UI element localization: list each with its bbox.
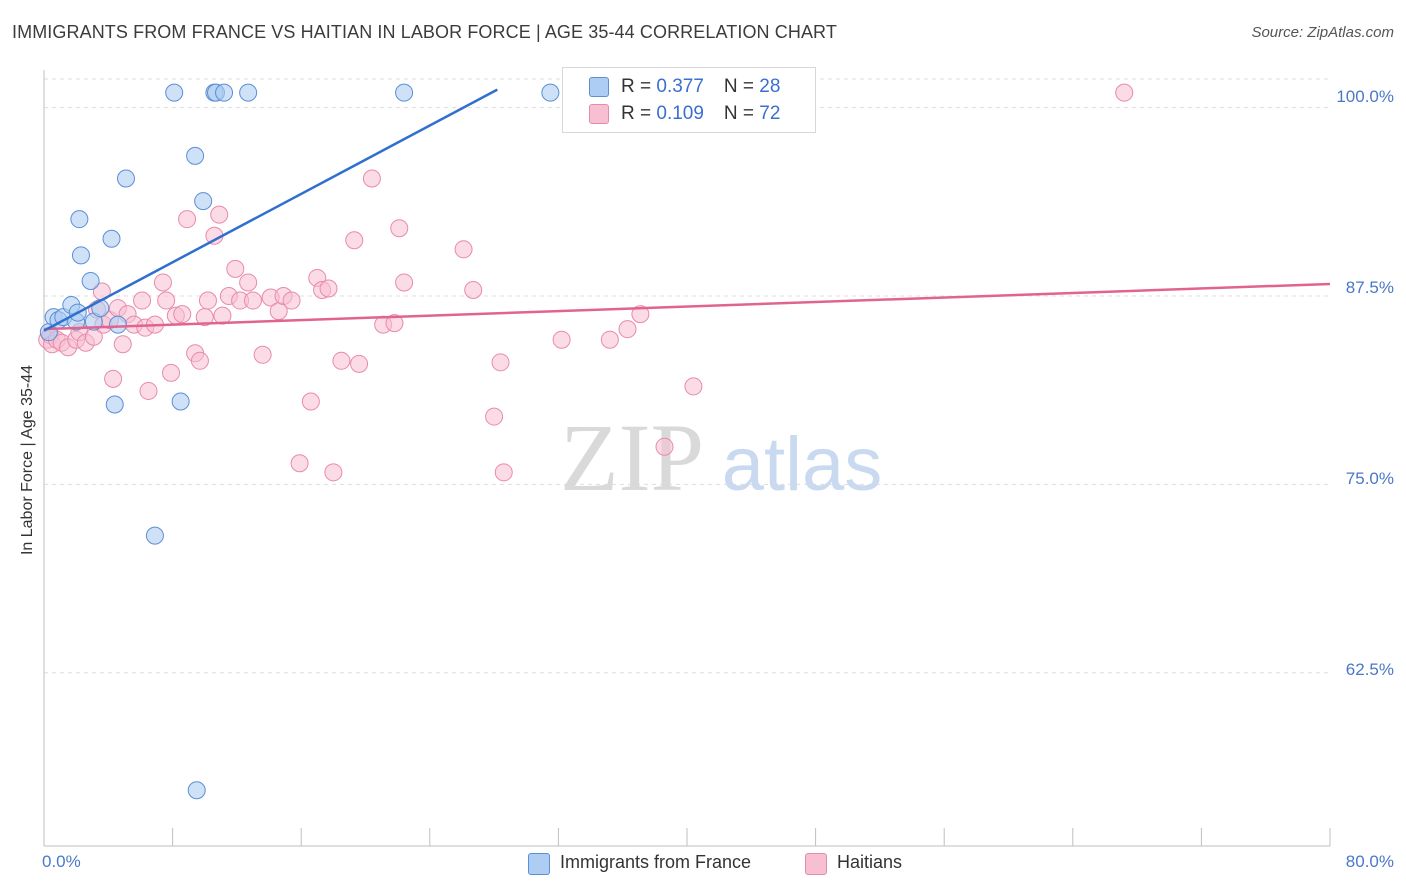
haiti-point xyxy=(243,291,262,310)
france-point xyxy=(187,781,206,800)
watermark-zip: ZIP xyxy=(560,404,704,511)
haiti-swatch xyxy=(805,853,827,875)
legend-france-text: R = 0.377 N = 28 xyxy=(621,76,780,98)
haiti-point xyxy=(491,353,510,372)
haiti-point xyxy=(139,381,158,400)
france-point xyxy=(541,83,560,102)
haiti-point xyxy=(253,345,272,364)
legend-haiti-text: R = 0.109 N = 72 xyxy=(621,103,780,125)
stats-legend: R = 0.377 N = 28 R = 0.109 N = 72 xyxy=(562,67,816,133)
france-point xyxy=(215,83,234,102)
r-value: 0.109 xyxy=(656,103,704,124)
r-label: R = xyxy=(621,76,657,97)
france-point xyxy=(395,83,414,102)
france-point xyxy=(102,229,121,248)
haiti-point xyxy=(485,407,504,426)
france-point xyxy=(194,192,213,211)
haiti-point xyxy=(113,335,132,354)
axes xyxy=(43,70,1331,847)
n-value: 28 xyxy=(759,76,781,97)
y-tick-label: 87.5% xyxy=(1345,278,1394,297)
haiti-swatch xyxy=(589,104,609,124)
france-point xyxy=(70,210,89,229)
haiti-point xyxy=(362,169,381,188)
haiti-point xyxy=(618,320,637,339)
france-point xyxy=(239,83,258,102)
haiti-point xyxy=(385,314,404,333)
haiti-point xyxy=(454,240,473,259)
haiti-point xyxy=(631,305,650,324)
france-point xyxy=(145,526,164,545)
france-point xyxy=(116,169,135,188)
haiti-point xyxy=(1115,83,1134,102)
haiti-point xyxy=(161,363,180,382)
haiti-point xyxy=(239,273,258,292)
y-tick-label: 75.0% xyxy=(1345,469,1394,488)
legend-france-name: Immigrants from France xyxy=(560,852,752,872)
haiti-point xyxy=(324,463,343,482)
france-point xyxy=(108,315,127,334)
haiti-point xyxy=(198,291,217,310)
haiti-point xyxy=(178,210,197,229)
haiti-point xyxy=(153,273,172,292)
haiti-point xyxy=(494,463,513,482)
trend-lines xyxy=(43,88,1331,332)
x-min-label: 0.0% xyxy=(42,852,81,871)
n-value: 72 xyxy=(759,103,781,124)
r-label: R = xyxy=(621,103,657,124)
haiti-point xyxy=(226,259,245,278)
france-trend-line xyxy=(43,88,498,332)
france-points xyxy=(39,83,560,800)
haiti-point xyxy=(190,351,209,370)
haiti-point xyxy=(684,377,703,396)
watermark: ZIP atlas xyxy=(560,404,882,511)
haiti-point xyxy=(157,291,176,310)
haiti-point xyxy=(210,205,229,224)
y-axis-label: In Labor Force | Age 35-44 xyxy=(19,364,36,556)
france-swatch xyxy=(528,853,550,875)
haiti-point xyxy=(390,219,409,238)
haiti-point xyxy=(173,305,192,324)
haiti-point xyxy=(395,273,414,292)
haiti-point xyxy=(133,291,152,310)
haiti-point xyxy=(301,392,320,411)
haiti-point xyxy=(290,454,309,473)
gridlines xyxy=(44,78,1330,674)
y-tick-label: 100.0% xyxy=(1336,87,1394,106)
y-tick-label: 62.5% xyxy=(1345,660,1394,679)
chart-title: IMMIGRANTS FROM FRANCE VS HAITIAN IN LAB… xyxy=(12,22,837,42)
n-label: N = xyxy=(723,103,760,124)
france-swatch xyxy=(589,77,609,97)
n-label: N = xyxy=(723,76,760,97)
haiti-point xyxy=(345,231,364,250)
france-point xyxy=(165,83,184,102)
france-point xyxy=(105,395,124,414)
haiti-point xyxy=(319,279,338,298)
haiti-point xyxy=(600,330,619,349)
haiti-point xyxy=(104,369,123,388)
haiti-point xyxy=(332,351,351,370)
haiti-trend-line xyxy=(43,282,1331,331)
haiti-point xyxy=(350,354,369,373)
france-point xyxy=(81,271,100,290)
legend-haiti-name: Haitians xyxy=(837,852,903,872)
france-point xyxy=(171,392,190,411)
france-point xyxy=(71,246,90,265)
haiti-point xyxy=(464,280,483,299)
haiti-point xyxy=(655,437,674,456)
france-point xyxy=(186,146,205,165)
x-max-label: 80.0% xyxy=(1345,852,1394,871)
haiti-point xyxy=(282,291,301,310)
source-label: Source: ZipAtlas.com xyxy=(1251,24,1394,41)
haiti-point xyxy=(552,330,571,349)
watermark-atlas: atlas xyxy=(722,422,883,507)
r-value: 0.377 xyxy=(656,76,704,97)
